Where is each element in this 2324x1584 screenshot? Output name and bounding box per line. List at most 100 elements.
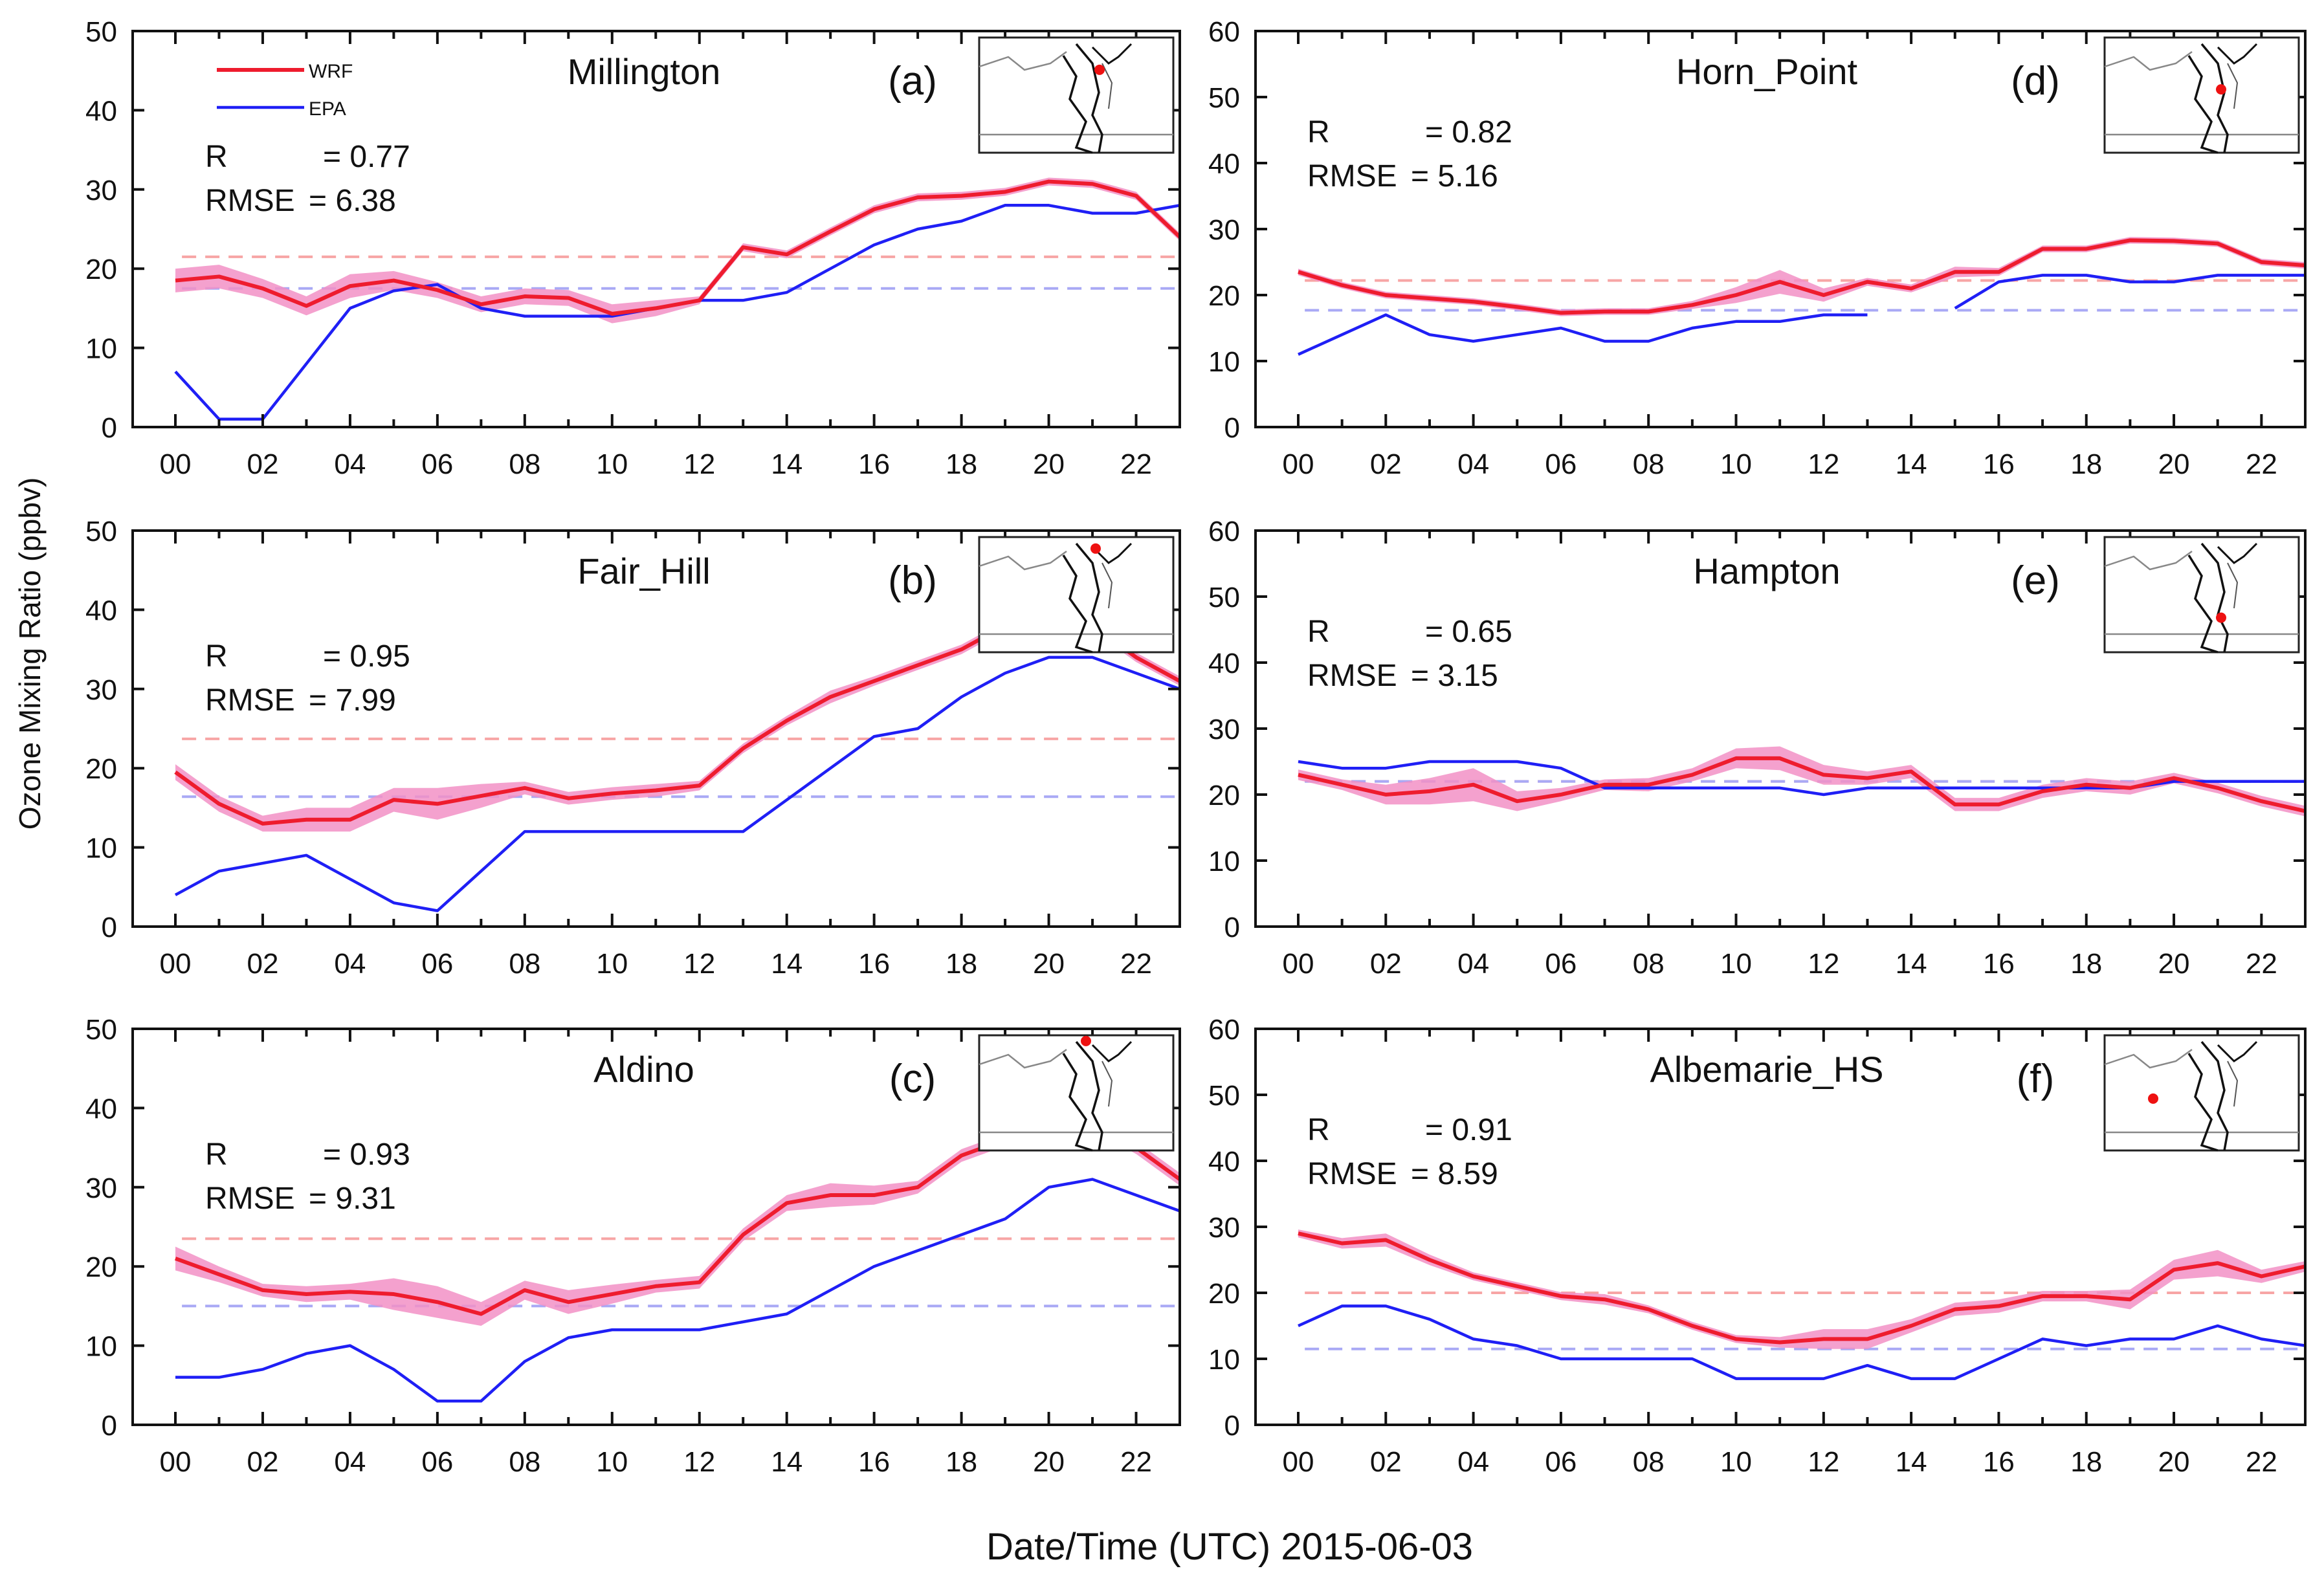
chart-panel-4: 0 10 20 30 40 50 60 00 02 04 06 08 10 12 14 16 18 20 22 Hor…	[1208, 16, 2307, 480]
x-tick-label: 00	[1283, 1446, 1314, 1478]
x-tick-label: 10	[1720, 448, 1752, 480]
locator-map-inset	[978, 36, 1175, 154]
coastline	[2217, 43, 2258, 65]
legend-wrf-label: WRF	[309, 61, 353, 82]
x-tick-label: 04	[334, 1446, 366, 1478]
x-tick-label: 08	[509, 948, 540, 980]
coastline	[2200, 542, 2229, 653]
state-border	[2104, 550, 2193, 571]
x-tick-label: 08	[509, 448, 540, 480]
stat-rmse-label: RMSE	[205, 184, 295, 218]
stat-rmse-label: RMSE	[205, 683, 295, 718]
site-title: Horn_Point	[1676, 51, 1858, 92]
panel-label: (c)	[889, 1057, 936, 1101]
x-tick-label: 18	[946, 948, 977, 980]
y-tick-label: 50	[85, 516, 117, 547]
coastline	[1075, 542, 1103, 653]
epa-series-line	[174, 204, 1180, 421]
state-border	[1101, 1061, 1113, 1107]
site-location-marker	[2216, 612, 2226, 623]
x-tick-label: 02	[247, 948, 278, 980]
x-tick-label: 16	[858, 448, 890, 480]
y-tick-label: 0	[1224, 1410, 1240, 1442]
y-tick-label: 20	[1208, 1278, 1240, 1310]
x-tick-label: 14	[1896, 1446, 1927, 1478]
y-tick-label: 10	[1208, 346, 1240, 378]
site-title: Hampton	[1693, 551, 1840, 591]
stat-r-label: R	[205, 1138, 228, 1172]
y-tick-label: 20	[1208, 280, 1240, 312]
y-tick-label: 50	[1208, 1080, 1240, 1112]
x-tick-label: 14	[771, 448, 802, 480]
stat-rmse-value: = 6.38	[309, 184, 396, 218]
wrf-series-line	[175, 179, 1180, 316]
state-border	[2227, 1061, 2239, 1107]
y-tick-label: 30	[85, 674, 117, 706]
chart-panel-3: 0 10 20 30 40 50 00 02 04 06 08 10 12 14 16 18 20 22 Aldin…	[85, 1014, 1181, 1478]
y-tick-label: 60	[1208, 16, 1240, 48]
stat-r-value: = 0.82	[1425, 115, 1512, 149]
stat-r-value: = 0.65	[1425, 615, 1512, 649]
site-title: Millington	[568, 51, 721, 92]
coastline	[1062, 55, 1093, 154]
y-tick-label: 10	[1208, 1344, 1240, 1376]
locator-map-inset	[2103, 1034, 2300, 1152]
x-tick-label: 14	[771, 948, 802, 980]
x-tick-label: 14	[1896, 948, 1927, 980]
x-tick-label: 04	[334, 948, 366, 980]
y-tick-label: 10	[1208, 846, 1240, 877]
x-tick-label: 02	[247, 448, 278, 480]
coastline	[2200, 1040, 2229, 1151]
x-tick-label: 18	[2070, 948, 2102, 980]
coastline	[1091, 542, 1133, 564]
x-tick-label: 10	[1720, 948, 1752, 980]
stat-rmse-label: RMSE	[1307, 159, 1397, 193]
y-tick-label: 40	[1208, 1146, 1240, 1178]
y-tick-label: 50	[85, 1014, 117, 1046]
y-tick-label: 60	[1208, 516, 1240, 547]
state-border	[1101, 63, 1113, 109]
x-tick-label: 00	[160, 448, 192, 480]
y-tick-label: 20	[85, 753, 117, 785]
y-tick-label: 30	[85, 1172, 117, 1204]
x-tick-label: 22	[1120, 448, 1152, 480]
y-tick-label: 10	[85, 833, 117, 864]
state-border	[979, 50, 1067, 71]
coastline	[1075, 1040, 1103, 1151]
y-tick-label: 50	[85, 16, 117, 48]
y-tick-label: 20	[85, 1251, 117, 1283]
stat-rmse-value: = 5.16	[1411, 159, 1498, 193]
locator-map-frame	[2103, 36, 2300, 154]
site-location-marker	[1094, 64, 1105, 75]
coastline	[2187, 1053, 2219, 1152]
coastline	[1062, 555, 1093, 654]
coastline	[1062, 1053, 1093, 1152]
y-tick-label: 20	[1208, 780, 1240, 811]
x-tick-label: 08	[1633, 948, 1665, 980]
locator-map-frame	[978, 536, 1175, 654]
coastline	[2187, 55, 2219, 154]
x-tick-label: 08	[1633, 448, 1665, 480]
state-border	[1101, 562, 1113, 609]
stat-rmse-value: = 7.99	[309, 683, 396, 718]
chart-panel-6: 0 10 20 30 40 50 60 00 02 04 06 08 10 12 14 16 18 20 22 Alb…	[1208, 1014, 2307, 1478]
plot-area	[174, 1117, 1180, 1403]
y-tick-label: 30	[1208, 714, 1240, 745]
y-tick-label: 50	[1208, 582, 1240, 613]
epa-series-line	[1298, 274, 2305, 356]
y-tick-label: 40	[85, 595, 117, 626]
stat-rmse-label: RMSE	[1307, 1157, 1397, 1191]
locator-map-frame	[2103, 536, 2300, 654]
x-tick-label: 06	[1545, 948, 1577, 980]
site-title: Albemarie_HS	[1650, 1049, 1883, 1090]
x-tick-label: 22	[2246, 1446, 2277, 1478]
locator-map-inset	[2103, 36, 2300, 154]
panel-label: (e)	[2011, 558, 2060, 603]
coastline	[2217, 1040, 2258, 1062]
x-tick-label: 16	[1983, 948, 2015, 980]
legend-epa-label: EPA	[309, 98, 346, 120]
x-tick-label: 22	[2246, 448, 2277, 480]
y-tick-label: 40	[1208, 148, 1240, 180]
x-tick-label: 08	[1633, 1446, 1665, 1478]
x-tick-label: 06	[1545, 448, 1577, 480]
